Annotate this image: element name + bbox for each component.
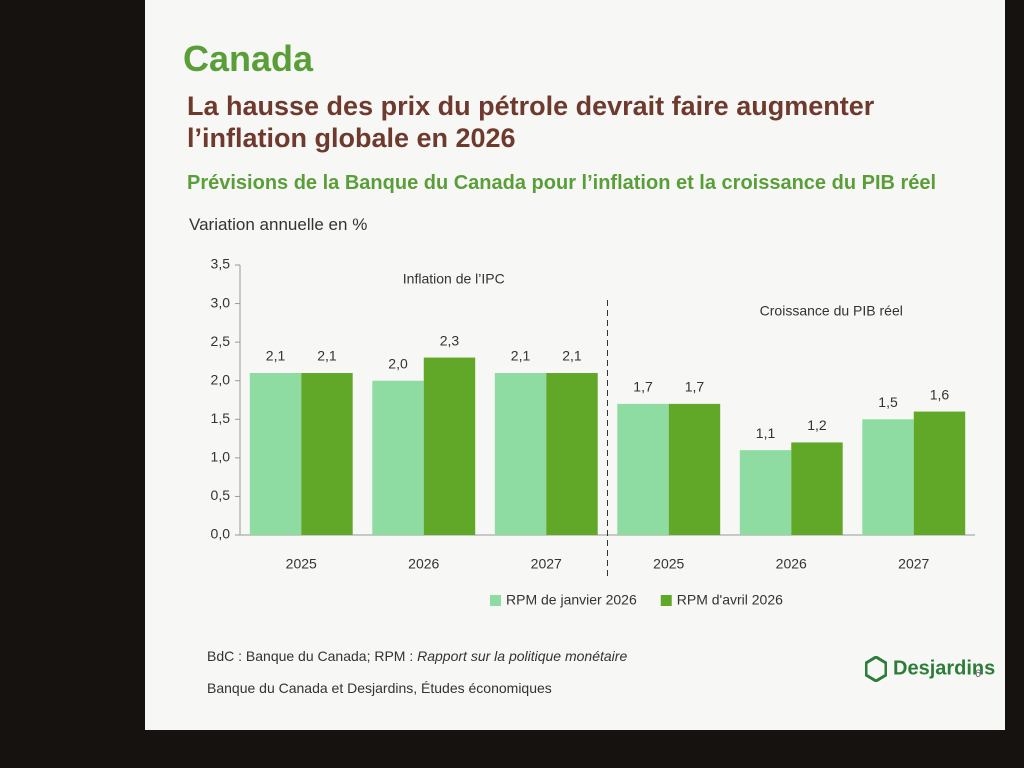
x-tick-label: 2027: [531, 556, 562, 572]
x-tick-label: 2025: [286, 556, 317, 572]
legend-label: RPM de janvier 2026: [506, 592, 637, 608]
bar: [423, 357, 476, 535]
x-tick-label: 2026: [776, 556, 807, 572]
legend-swatch: [660, 595, 672, 606]
value-label: 2,1: [562, 348, 582, 364]
x-tick-label: 2026: [408, 556, 439, 572]
subtitle: La hausse des prix du pétrole devrait fa…: [187, 91, 875, 153]
value-label: 2,1: [511, 348, 531, 364]
slide: Canada La hausse des prix du pétrole dev…: [145, 0, 1005, 730]
bar: [617, 403, 669, 535]
bar: [862, 419, 914, 535]
legend-swatch: [490, 595, 501, 606]
y-tick-label: 2,5: [211, 333, 231, 349]
page-number: 6: [975, 668, 982, 680]
source: Banque du Canada et Desjardins, Études é…: [207, 680, 552, 696]
value-label: 1,1: [756, 425, 776, 441]
chart-title: Prévisions de la Banque du Canada pour l…: [187, 172, 937, 194]
group-label: Croissance du PIB réel: [760, 303, 903, 319]
bar: [739, 450, 792, 535]
legend-label: RPM d'avril 2026: [677, 592, 783, 608]
title: Canada: [183, 38, 314, 79]
y-tick-label: 3,0: [211, 294, 231, 310]
value-label: 1,7: [685, 379, 705, 395]
value-label: 2,1: [266, 348, 286, 364]
footnote: BdC : Banque du Canada; RPM : Rapport su…: [207, 648, 627, 664]
value-label: 1,6: [930, 386, 950, 402]
value-label: 2,0: [388, 355, 408, 371]
value-label: 1,5: [878, 394, 898, 410]
bar: [372, 380, 424, 535]
brand-logo: Desjardins: [864, 655, 996, 683]
y-tick-label: 3,5: [211, 256, 231, 272]
chart: 0,0 0,5 1,0 1,5 2,0 2,5 3,0 3,5 2025 2,1 2,1 2026 2,…: [211, 256, 975, 608]
bar: [494, 373, 547, 535]
bar: [301, 373, 353, 535]
x-tick-label: 2027: [898, 556, 929, 572]
bar: [546, 373, 598, 535]
bar: [791, 442, 843, 535]
y-axis-label: Variation annuelle en %: [189, 215, 368, 234]
y-tick-label: 0,5: [211, 487, 231, 503]
y-tick-label: 0,0: [211, 526, 231, 542]
y-tick-label: 1,0: [211, 449, 231, 465]
logo-icon: [864, 655, 888, 683]
note-text: BdC : Banque du Canada; RPM :: [207, 648, 418, 664]
value-label: 1,7: [633, 379, 653, 395]
y-tick-label: 1,5: [211, 410, 231, 426]
value-label: 1,2: [807, 417, 827, 433]
group-label: Inflation de l’IPC: [403, 271, 505, 287]
y-tick-label: 2,0: [211, 371, 231, 387]
x-tick-label: 2025: [653, 556, 684, 572]
bar: [913, 411, 966, 535]
value-label: 2,3: [440, 332, 460, 348]
bar: [668, 403, 721, 535]
bar: [249, 373, 302, 535]
note-text: Rapport sur la politique monétaire: [417, 648, 628, 664]
brand-name: Desjardins: [893, 657, 996, 680]
value-label: 2,1: [317, 348, 337, 364]
